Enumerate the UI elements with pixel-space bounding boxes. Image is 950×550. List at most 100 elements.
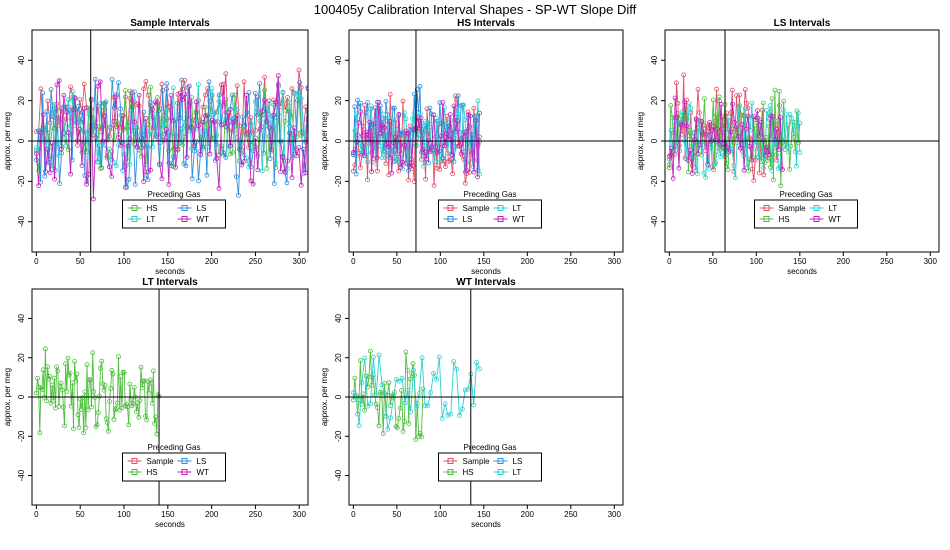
- data-point: [418, 115, 424, 121]
- data-point: [380, 430, 386, 436]
- legend-swatch-marker: [131, 469, 138, 475]
- data-point: [471, 169, 477, 175]
- data-point: [439, 415, 445, 421]
- data-point: [350, 168, 356, 174]
- y-tick-label: -20: [17, 430, 26, 442]
- data-point: [289, 86, 295, 92]
- data-point: [175, 130, 181, 136]
- x-tick-label: 100: [434, 257, 448, 266]
- legend-title: Preceding Gas: [464, 190, 517, 199]
- data-point: [407, 376, 413, 382]
- legend-box: [438, 452, 542, 482]
- data-point: [735, 133, 741, 139]
- data-point: [391, 105, 397, 111]
- data-point: [443, 164, 448, 170]
- data-point: [65, 355, 71, 361]
- data-point: [400, 159, 406, 165]
- data-point: [93, 135, 99, 140]
- data-point: [449, 152, 455, 158]
- data-point: [63, 143, 69, 148]
- data-point: [440, 100, 446, 105]
- data-point: [693, 116, 699, 122]
- data-point: [780, 107, 786, 113]
- data-point: [716, 94, 722, 100]
- data-point: [409, 160, 415, 166]
- data-point: [461, 102, 466, 108]
- legend-item-label: LS: [513, 457, 523, 466]
- data-point: [477, 110, 482, 116]
- data-point: [356, 120, 362, 126]
- data-point: [467, 124, 473, 130]
- legend-swatch-marker: [497, 458, 504, 464]
- data-point: [387, 92, 393, 97]
- data-point: [75, 142, 80, 148]
- data-point: [114, 92, 119, 98]
- data-point: [383, 161, 389, 167]
- data-point: [388, 415, 394, 421]
- data-point: [357, 357, 363, 363]
- data-point: [702, 96, 707, 101]
- data-point: [371, 122, 376, 127]
- data-point: [413, 405, 419, 410]
- data-point: [666, 162, 672, 168]
- data-point: [232, 118, 238, 124]
- data-point: [731, 163, 737, 169]
- data-point: [182, 78, 188, 83]
- data-point: [732, 119, 737, 125]
- data-point: [109, 149, 115, 155]
- data-point: [34, 151, 39, 157]
- data-point: [81, 129, 87, 135]
- data-point: [737, 92, 742, 98]
- data-point: [125, 404, 130, 410]
- data-point: [402, 143, 407, 148]
- data-point: [202, 104, 208, 110]
- data-point: [116, 135, 121, 140]
- data-point: [161, 137, 167, 143]
- legend-item-label: Sample: [463, 204, 491, 213]
- data-point: [413, 437, 419, 443]
- data-point: [47, 373, 53, 379]
- legend-item-label: LT: [513, 204, 522, 213]
- data-point: [90, 350, 96, 356]
- data-point: [427, 127, 433, 133]
- data-point: [428, 111, 434, 117]
- data-point: [428, 390, 434, 395]
- data-point: [136, 414, 142, 420]
- data-point: [223, 154, 229, 160]
- data-point: [744, 101, 749, 106]
- data-point: [455, 118, 460, 124]
- legend-title: Preceding Gas: [148, 443, 201, 452]
- data-point: [234, 113, 240, 118]
- data-point: [65, 130, 71, 136]
- panel-title: LT Intervals: [142, 277, 198, 288]
- data-point: [747, 127, 753, 133]
- data-point: [409, 116, 415, 122]
- legend-title: Preceding Gas: [148, 190, 201, 199]
- figure-title: 100405y Calibration Interval Shapes - SP…: [314, 2, 637, 17]
- legend-swatch-marker: [181, 216, 188, 222]
- series-group: [34, 346, 162, 437]
- legend-swatch-marker: [181, 458, 188, 464]
- data-point: [383, 413, 389, 419]
- data-point: [191, 143, 197, 149]
- data-point: [148, 380, 154, 386]
- data-point: [124, 184, 130, 190]
- data-point: [104, 153, 110, 159]
- data-point: [417, 111, 423, 116]
- legend: Preceding Gas Sample LT HS WT: [754, 190, 858, 229]
- panel-title: Sample Intervals: [130, 18, 210, 29]
- data-point: [450, 171, 456, 177]
- data-point: [386, 380, 392, 386]
- data-point: [713, 112, 719, 118]
- data-point: [747, 143, 753, 149]
- data-point: [785, 149, 791, 155]
- data-point: [253, 99, 258, 104]
- legend-item-label: HS: [779, 215, 790, 224]
- data-point: [393, 117, 399, 123]
- data-point: [206, 79, 212, 85]
- legend-item-label: LT: [147, 215, 156, 224]
- data-point: [431, 183, 437, 189]
- data-point: [416, 125, 422, 131]
- data-point: [794, 163, 799, 169]
- data-point: [92, 76, 98, 82]
